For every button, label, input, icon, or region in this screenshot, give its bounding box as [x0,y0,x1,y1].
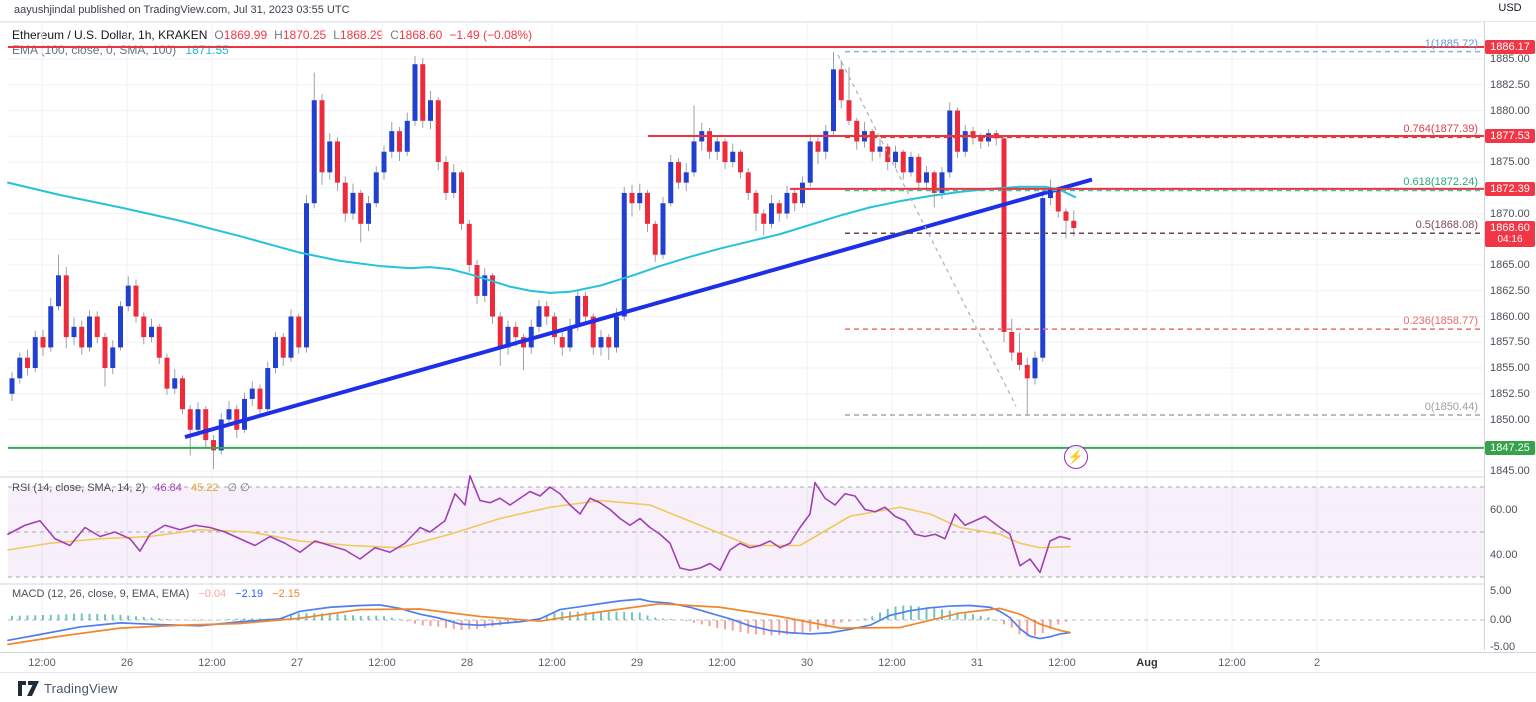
ohlc-key: C [390,28,399,42]
ohlc-value: 1870.25 [282,28,327,42]
alert-lightning-icon[interactable]: ⚡ [1064,445,1088,469]
ohlc-key: L [333,28,340,42]
macd-tick-label: 5.00 [1490,585,1512,597]
ohlc-values: O1869.99 H1870.25 L1868.29 C1868.60 [207,28,442,42]
price-change: −1.49 (−0.08%) [449,28,533,42]
fib-level-label: 0.764(1877.39) [1403,123,1478,136]
price-tick-label: 1870.00 [1490,207,1530,220]
time-tick-label: 2 [1313,657,1321,669]
symbol-legend: Ethereum / U.S. Dollar, 1h, KRAKEN O1869.… [12,28,532,58]
rsi-value: 46.84 [154,482,182,494]
fib-level-label: 0(1850.44) [1424,400,1478,413]
price-axis[interactable] [1484,0,1536,650]
price-tick-label: 1882.50 [1490,78,1530,91]
macd-signal-value: −2.15 [272,588,300,600]
publish-bar: aayushjindal published on TradingView.co… [0,0,1536,22]
price-axis-currency: USD [1498,2,1522,14]
time-tick-label: 28 [460,657,474,669]
macd-tick-label: -5.00 [1490,641,1516,653]
rsi-extra: ∅ ∅ [227,482,250,494]
price-tick-label: 1845.00 [1490,465,1530,477]
fib-level-label: 1(1885.72) [1424,37,1478,50]
rsi-tick-label: 60.00 [1490,503,1518,516]
time-tick-label: 12:00 [1048,657,1076,669]
countdown-timer: 04:16 [1497,233,1523,245]
price-badge: 1847.25 [1485,440,1535,455]
macd-tick-label: 0.00 [1490,614,1512,626]
macd-legend: MACD (12, 26, close, 9, EMA, EMA) −0.04 … [12,588,300,600]
price-badge: 1877.53 [1485,128,1535,143]
price-tick-label: 1850.00 [1490,413,1530,426]
time-tick-label: 12:00 [198,657,226,669]
ema-value: 1871.55 [185,43,229,57]
macd-label: MACD (12, 26, close, 9, EMA, EMA) [12,588,190,600]
time-tick-label: 31 [970,657,984,669]
time-tick-label: 29 [630,657,644,669]
macd-value: −2.19 [235,588,264,600]
symbol-title: Ethereum / U.S. Dollar, 1h, KRAKEN [12,28,208,42]
time-tick-label: 12:00 [1218,657,1246,669]
time-tick-label: 12:00 [28,657,56,669]
time-tick-label: 26 [120,657,134,669]
time-tick-label: 30 [800,657,814,669]
tradingview-logo-icon[interactable] [18,680,40,697]
ohlc-value: 1868.60 [398,28,443,42]
chart-area[interactable]: Ethereum / U.S. Dollar, 1h, KRAKEN O1869.… [0,22,1536,672]
time-tick-label: 12:00 [708,657,736,669]
price-tick-label: 1860.00 [1490,310,1530,323]
price-tick-label: 1857.50 [1490,336,1530,349]
publish-text: aayushjindal published on TradingView.co… [14,4,350,16]
ohlc-key: H [274,28,283,42]
fib-level-label: 0.236(1858.77) [1403,315,1478,328]
price-tick-label: 1852.50 [1490,387,1530,400]
time-tick-label: 27 [290,657,304,669]
rsi-tick-label: 40.00 [1490,548,1518,561]
price-badge: 1886.17 [1485,40,1535,54]
ema-row: EMA (100, close, 0, SMA, 100) 1871.55 [12,43,532,58]
time-tick-label: Aug [1136,657,1158,669]
time-tick-label: 12:00 [368,657,396,669]
price-badge: 1872.39 [1485,181,1535,196]
time-tick-label: 12:00 [878,657,906,669]
ohlc-key: O [214,28,224,42]
rsi-label: RSI (14, close, SMA, 14, 2) [12,482,146,494]
price-badge: 1868.60 04:16 [1485,220,1535,247]
price-tick-label: 1855.00 [1490,362,1530,374]
footer-bar: TradingView [0,672,1536,702]
macd-hist-value: −0.04 [198,588,227,600]
time-tick-label: 12:00 [538,657,566,669]
ohlc-value: 1869.99 [223,28,268,42]
tradingview-brand-text[interactable]: TradingView [44,681,118,696]
price-tick-label: 1875.00 [1490,156,1530,169]
price-tick-label: 1865.00 [1490,259,1530,272]
ema-label: EMA (100, close, 0, SMA, 100) [12,43,177,57]
fib-level-label: 0.5(1868.08) [1415,219,1478,232]
rsi-sma-value: 45.22 [190,482,219,494]
price-tick-label: 1880.00 [1490,104,1530,117]
price-tick-label: 1862.50 [1490,284,1530,297]
symbol-row: Ethereum / U.S. Dollar, 1h, KRAKEN O1869.… [12,28,532,43]
rsi-legend: RSI (14, close, SMA, 14, 2) 46.84 45.22 … [12,481,250,494]
fib-level-label: 0.618(1872.24) [1403,176,1478,189]
time-axis[interactable] [0,652,1536,672]
ohlc-value: 1868.29 [339,28,384,42]
price-tick-label: 1885.00 [1490,53,1530,66]
